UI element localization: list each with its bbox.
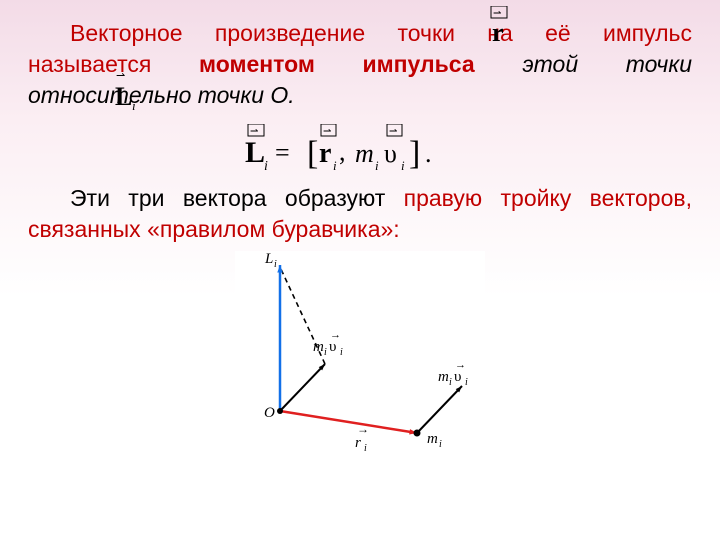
p1-t1: Векторное произведение: [70, 20, 365, 46]
svg-text:m: m: [355, 139, 374, 168]
svg-text:υ: υ: [329, 339, 336, 355]
svg-text:,: ,: [339, 137, 346, 166]
svg-text:i: i: [274, 259, 277, 270]
p1-t3: моментом импульса: [199, 51, 475, 77]
svg-text:[: [: [307, 135, 318, 172]
svg-text:υ: υ: [384, 139, 397, 168]
svg-text:→: →: [357, 422, 369, 436]
svg-text:i: i: [333, 158, 337, 173]
svg-text:m: m: [438, 369, 449, 385]
svg-text:⇀: ⇀: [323, 126, 331, 137]
svg-text:m: m: [313, 339, 324, 355]
svg-text:i: i: [465, 377, 468, 388]
svg-text:i: i: [401, 158, 405, 173]
svg-text:i: i: [264, 159, 268, 174]
svg-text:.: .: [425, 139, 432, 168]
diagram-container: →Li→rimi→υimi→υiOmi: [28, 251, 692, 461]
svg-text:r: r: [355, 435, 361, 451]
svg-text:i: i: [132, 98, 136, 113]
svg-text:r: r: [319, 138, 331, 169]
paragraph-2: Эти три вектора образуют правую тройку в…: [28, 183, 692, 245]
svg-text:i: i: [340, 347, 343, 358]
svg-text:m: m: [427, 431, 438, 447]
svg-text:]: ]: [409, 135, 420, 172]
inline-r-vector: ⇀ r: [485, 6, 515, 53]
svg-text:i: i: [375, 158, 379, 173]
svg-text:υ: υ: [454, 369, 461, 385]
slide: ⇀ r ⇀ L i Векторное произведение точки н…: [0, 0, 720, 540]
inline-L-vector: ⇀ L i: [112, 70, 146, 119]
svg-text:=: =: [275, 138, 290, 167]
svg-text:i: i: [439, 439, 442, 450]
svg-text:i: i: [364, 443, 367, 454]
svg-text:O: O: [264, 405, 275, 421]
svg-text:⇀: ⇀: [116, 70, 125, 82]
formula: ⇀ L i = [ ⇀ r i , m i ⇀ υ i ] .: [245, 124, 485, 181]
svg-text:i: i: [449, 377, 452, 388]
svg-text:⇀: ⇀: [389, 126, 397, 137]
svg-text:i: i: [324, 347, 327, 358]
vector-diagram: →Li→rimi→υimi→υiOmi: [235, 251, 485, 456]
glyph-r: r: [492, 18, 504, 47]
svg-text:L: L: [264, 251, 273, 267]
p2-t1: Эти три вектора образуют: [70, 185, 404, 211]
glyph-L: L: [115, 82, 132, 111]
svg-text:L: L: [245, 136, 265, 169]
